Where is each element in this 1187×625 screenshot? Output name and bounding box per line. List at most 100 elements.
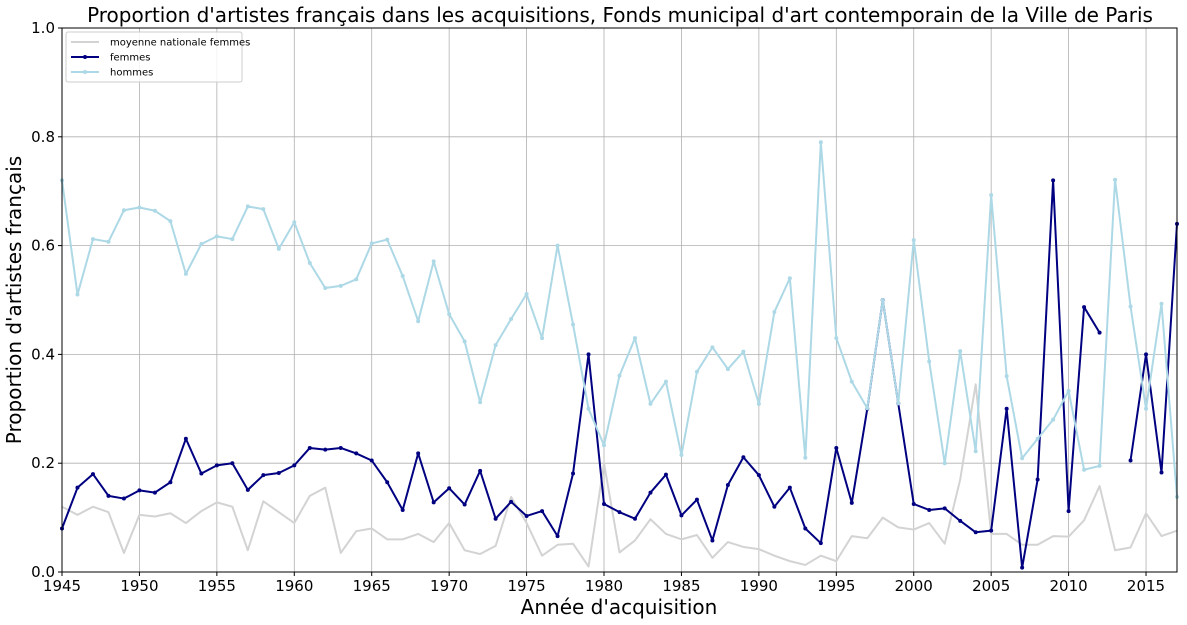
data-point: [1128, 458, 1133, 463]
x-axis-ticks: 1945 1950 1955 1960 1965 1970 1975 1980 1985 1990…: [43, 572, 1165, 595]
data-point: [663, 379, 668, 384]
data-point: [958, 349, 963, 354]
series-moyenne-nationale-femmes: [61, 383, 1178, 568]
data-point: [710, 538, 715, 543]
data-point: [214, 234, 219, 239]
data-point: [431, 259, 436, 264]
data-point: [1004, 374, 1009, 379]
series-layer: [60, 140, 1179, 570]
data-point: [1066, 388, 1071, 393]
y-tick-label: 0.6: [31, 237, 55, 255]
data-point: [989, 528, 994, 533]
data-point: [1159, 470, 1164, 475]
data-point: [756, 473, 761, 478]
data-point: [586, 352, 591, 357]
x-tick-label: 1995: [817, 577, 855, 595]
legend-label: hommes: [110, 68, 153, 79]
data-point: [710, 345, 715, 350]
data-point: [385, 480, 390, 485]
data-point: [478, 400, 483, 405]
data-point: [725, 367, 730, 372]
data-point: [90, 472, 95, 477]
data-point: [121, 208, 126, 213]
data-point: [338, 445, 343, 450]
data-point: [75, 485, 80, 490]
data-point: [276, 246, 281, 251]
legend-marker: [83, 55, 87, 59]
legend-box: [65, 31, 243, 83]
y-axis-label: Proportion d'artistes français: [2, 156, 26, 444]
data-point: [1097, 330, 1102, 335]
gridlines: [61, 27, 1177, 573]
data-point: [323, 447, 328, 452]
data-point: [183, 436, 188, 441]
legend-label: moyenne nationale femmes: [110, 38, 250, 49]
data-point: [1097, 463, 1102, 468]
data-point: [90, 237, 95, 242]
data-point: [617, 510, 622, 515]
data-point: [694, 369, 699, 374]
data-point: [369, 241, 374, 246]
data-point: [493, 343, 498, 348]
data-point: [369, 458, 374, 463]
data-point: [509, 317, 514, 322]
data-point: [772, 504, 777, 509]
data-point: [121, 496, 126, 501]
data-point: [803, 526, 808, 531]
x-tick-label: 1970: [430, 577, 468, 595]
series-femmes: [60, 178, 1179, 570]
data-point: [602, 443, 607, 448]
data-point: [416, 319, 421, 324]
series-line: [1129, 223, 1178, 474]
data-point: [571, 471, 576, 476]
x-tick-label: 2005: [972, 577, 1010, 595]
data-point: [880, 298, 885, 302]
series-line: [61, 179, 1101, 569]
data-point: [168, 219, 173, 224]
data-point: [694, 497, 699, 502]
data-point: [385, 237, 390, 242]
x-tick-label: 1945: [43, 577, 81, 595]
data-point: [168, 480, 173, 485]
data-point: [927, 507, 932, 512]
x-tick-label: 1990: [740, 577, 778, 595]
data-point: [524, 292, 529, 297]
data-point: [261, 473, 266, 478]
data-point: [989, 193, 994, 198]
data-point: [354, 451, 359, 456]
data-point: [602, 502, 607, 506]
data-point: [354, 277, 359, 282]
data-point: [152, 208, 157, 213]
data-point: [1051, 417, 1056, 422]
data-point: [1128, 304, 1133, 309]
data-point: [1082, 305, 1087, 310]
data-point: [106, 493, 111, 498]
data-point: [323, 286, 328, 291]
data-point: [431, 500, 436, 505]
data-point: [586, 406, 591, 411]
data-point: [307, 445, 312, 450]
data-point: [478, 468, 483, 473]
series-line: [61, 383, 1178, 568]
x-tick-label: 2010: [1050, 577, 1088, 595]
x-tick-label: 1955: [198, 577, 236, 595]
data-point: [725, 482, 730, 487]
x-axis-label: Année d'acquisition: [521, 595, 718, 619]
data-point: [1004, 406, 1009, 411]
data-point: [1051, 178, 1056, 183]
data-point: [787, 485, 792, 490]
data-point: [571, 322, 576, 327]
x-tick-label: 1975: [507, 577, 545, 595]
data-point: [555, 534, 560, 539]
data-point: [849, 379, 854, 384]
data-point: [106, 239, 111, 244]
data-point: [617, 373, 622, 378]
data-point: [447, 312, 452, 317]
chart-title: Proportion d'artistes français dans les …: [87, 3, 1153, 27]
data-point: [632, 516, 637, 521]
data-point: [1020, 565, 1025, 570]
data-point: [555, 243, 560, 248]
data-point: [973, 530, 978, 535]
data-point: [865, 406, 870, 411]
data-point: [942, 506, 947, 511]
